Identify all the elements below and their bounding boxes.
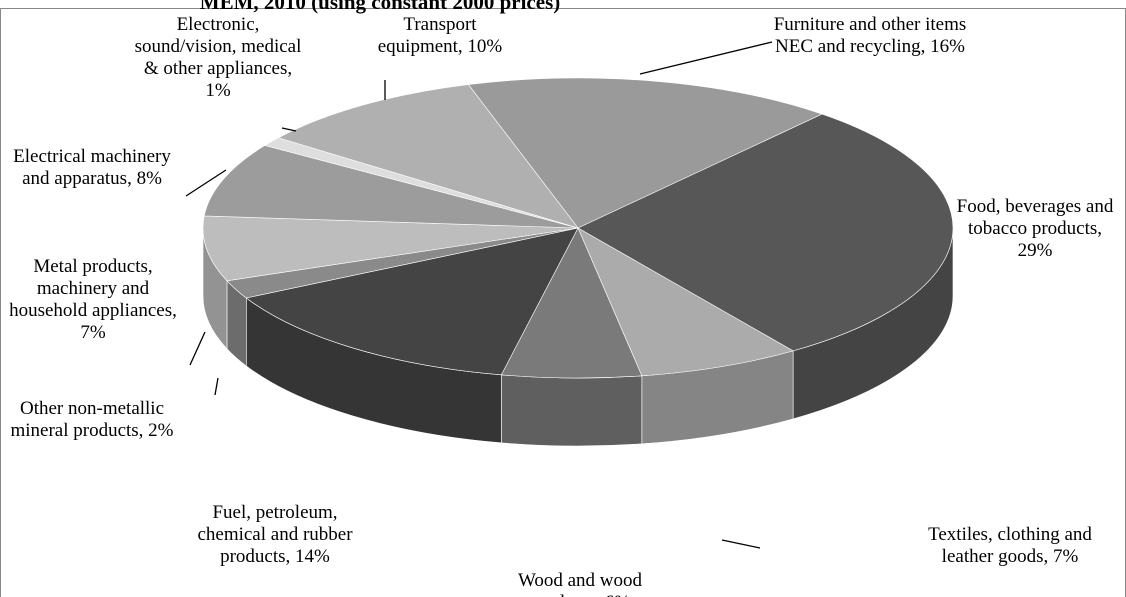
slice-label: Furniture and other items NEC and recycl…: [773, 14, 967, 57]
slice-label: Electrical machinery and apparatus, 8%: [13, 146, 171, 189]
leader-line: [281, 127, 297, 132]
slice: [467, 77, 823, 229]
slice-label: Wood and wood products, 6%: [517, 570, 643, 597]
slice-label: Textiles, clothing and leather goods, 7%: [928, 524, 1092, 567]
slice: [277, 84, 579, 229]
chart-title: MEM, 2010 (using constant 2000 prices): [199, 0, 561, 14]
leader-line: [721, 539, 761, 549]
slice: [577, 227, 794, 377]
slice-label: Fuel, petroleum, chemical and rubber pro…: [197, 502, 353, 567]
leader-line: [189, 331, 206, 366]
slice-label: Food, beverages and tobacco products, 29…: [956, 196, 1114, 261]
slice-label: Transport equipment, 10%: [377, 14, 503, 57]
slice: [500, 227, 643, 379]
slice-side: [501, 374, 643, 447]
slice-label: Other non-metallic mineral products, 2%: [10, 398, 174, 441]
leader-line: [639, 41, 773, 75]
slice: [203, 145, 579, 229]
slice: [577, 113, 954, 352]
leader-line: [214, 377, 219, 396]
slice-label: Metal products, machinery and household …: [9, 256, 177, 343]
slice-label: Electronic, sound/vision, medical & othe…: [134, 14, 302, 101]
slice: [202, 215, 579, 282]
slice: [245, 227, 579, 376]
leader-line: [185, 169, 227, 197]
